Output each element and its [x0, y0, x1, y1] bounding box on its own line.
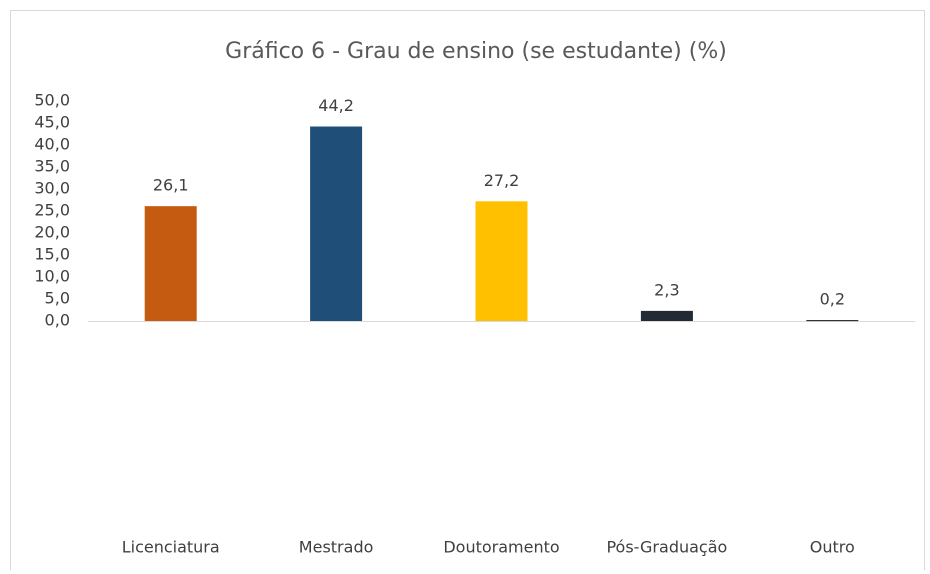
- y-tick-label: 45,0: [34, 113, 70, 132]
- chart-title: Gráfico 6 - Grau de ensino (se estudante…: [225, 39, 727, 64]
- y-tick-label: 50,0: [34, 91, 70, 110]
- data-label: 0,2: [820, 290, 845, 309]
- y-tick-label: 10,0: [34, 267, 70, 286]
- y-tick-label: 0,0: [45, 311, 70, 330]
- y-tick-label: 20,0: [34, 223, 70, 242]
- y-tick-label: 35,0: [34, 157, 70, 176]
- data-label: 27,2: [484, 171, 520, 190]
- data-label: 44,2: [318, 96, 354, 115]
- x-tick-label: Doutoramento: [443, 538, 559, 557]
- bar: [144, 206, 197, 321]
- y-tick-label: 30,0: [34, 179, 70, 198]
- y-tick-label: 40,0: [34, 135, 70, 154]
- bar: [475, 201, 528, 321]
- x-tick-label: Licenciatura: [122, 538, 220, 557]
- data-label: 2,3: [654, 280, 679, 299]
- x-tick-label: Outro: [810, 538, 855, 557]
- data-label: 26,1: [153, 176, 189, 195]
- y-tick-label: 5,0: [45, 289, 70, 308]
- bar: [310, 126, 363, 322]
- y-tick-label: 25,0: [34, 201, 70, 220]
- bar: [806, 320, 859, 322]
- bar: [640, 310, 693, 321]
- x-tick-label: Mestrado: [299, 538, 374, 557]
- y-tick-label: 15,0: [34, 245, 70, 264]
- x-tick-label: Pós-Graduação: [606, 538, 727, 557]
- chart-border: [10, 10, 925, 574]
